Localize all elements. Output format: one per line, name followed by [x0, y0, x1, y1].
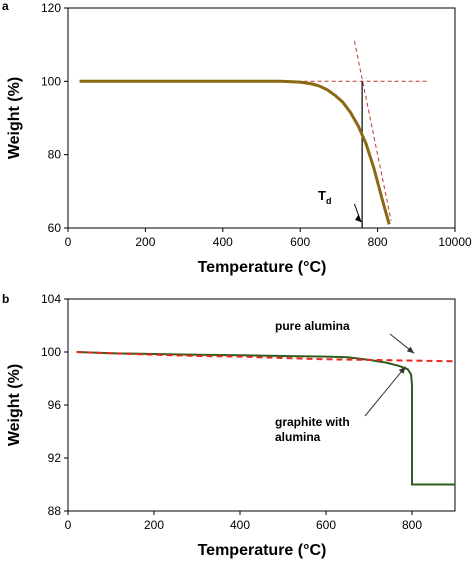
td-arrow: [353, 203, 362, 223]
panel-b-x-tick-label: 600: [316, 518, 336, 532]
panel-b-y-axis-title: Weight (%): [6, 364, 23, 446]
panel-a-x-axis: 0 200 400 600 800 10000: [65, 228, 472, 249]
panel-a-y-axis: 60 80 100 120: [41, 1, 68, 235]
panel-a-y-tick-label: 120: [41, 1, 61, 15]
panel-b-y-tick-label: 88: [48, 504, 62, 518]
slope-tangent-line: [353, 40, 392, 221]
panel-a-x-tick-label: 800: [368, 235, 388, 249]
pure-alumina-arrow-head: [406, 346, 415, 354]
panel-a-x-tick-label: 10000: [438, 235, 472, 249]
panel-b-x-axis-title: Temperature (°C): [198, 542, 327, 559]
graphite-alumina-arrow-head: [398, 366, 406, 374]
panel-b-y-tick-label: 92: [48, 451, 62, 465]
panel-a-x-tick-label: 400: [213, 235, 233, 249]
panel-a-x-axis-title: Temperature (°C): [198, 259, 327, 276]
graphite-alumina-arrow: [364, 366, 406, 417]
panel-a-x-tick-label: 200: [135, 235, 155, 249]
panel-b-x-tick-label: 0: [65, 518, 72, 532]
panel-b: b 0 200 400 600 800 88 92 96 100 104 Temperature…: [2, 292, 456, 559]
panel-a-x-tick-label: 0: [65, 235, 72, 249]
graphite-alumina-label-line2: alumina: [275, 430, 321, 444]
panel-b-letter: b: [2, 292, 9, 306]
panel-b-y-tick-label: 100: [41, 345, 61, 359]
panel-b-y-axis: 88 92 96 100 104: [41, 292, 68, 518]
panel-a-plot-area: [79, 40, 428, 228]
pure-alumina-series-line: [76, 351, 456, 363]
panel-b-plot-frame: [67, 298, 456, 512]
pure-alumina-label: pure alumina: [275, 319, 350, 333]
graphite-alumina-label-line1: graphite with: [275, 415, 350, 429]
td-label-subscript: d: [326, 196, 332, 206]
panel-a-y-tick-label: 100: [41, 74, 61, 88]
panel-a-letter: a: [2, 0, 9, 13]
panel-a-y-tick-label: 80: [48, 148, 62, 162]
panel-a-x-tick-label: 600: [290, 235, 310, 249]
panel-b-plot-area: [76, 333, 456, 486]
panel-b-y-tick-label: 104: [41, 292, 61, 306]
panel-b-x-tick-label: 200: [144, 518, 164, 532]
panel-b-y-tick-label: 96: [48, 398, 62, 412]
panel-b-x-tick-label: 800: [402, 518, 422, 532]
panel-a-y-axis-title: Weight (%): [6, 77, 23, 159]
graphite-alumina-series-line: [76, 351, 455, 486]
td-arrowhead: [355, 215, 362, 222]
weight-loss-curve: [79, 79, 391, 225]
panel-b-x-tick-label: 400: [230, 518, 250, 532]
panel-a-y-tick-label: 60: [48, 221, 62, 235]
panel-a: a 0 200 400 600 800 10000 60 80 100 120 Temperat…: [2, 0, 472, 276]
panel-a-plot-frame: [67, 7, 456, 229]
td-label: Td: [318, 188, 331, 206]
panel-b-x-axis: 0 200 400 600 800: [65, 511, 422, 532]
td-label-main: T: [318, 188, 326, 203]
